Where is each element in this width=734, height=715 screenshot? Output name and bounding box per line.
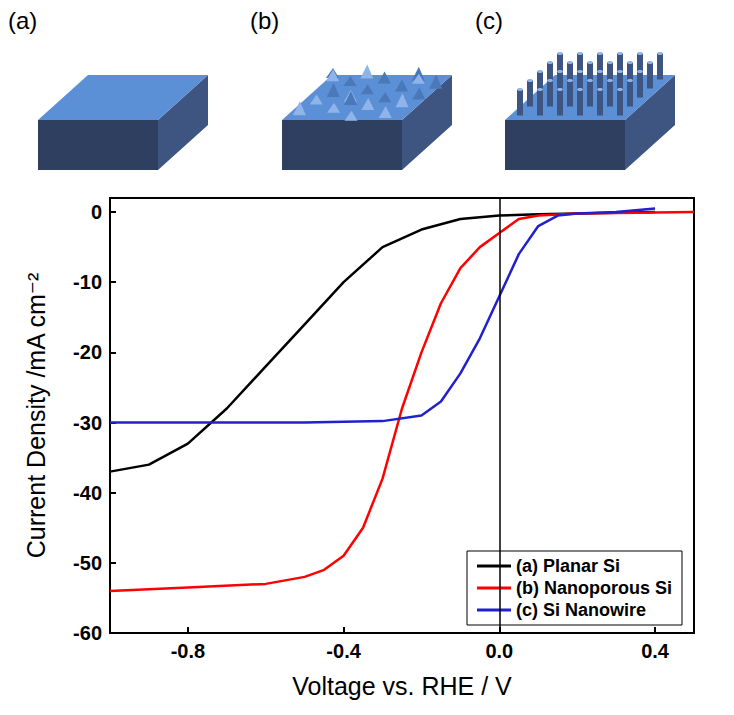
svg-text:-50: -50	[73, 552, 102, 574]
svg-text:-30: -30	[73, 412, 102, 434]
svg-text:(a) Planar Si: (a) Planar Si	[516, 556, 620, 576]
svg-text:Current Density /mA cm⁻²: Current Density /mA cm⁻²	[22, 273, 50, 558]
svg-text:-20: -20	[73, 341, 102, 363]
svg-text:0.4: 0.4	[641, 640, 670, 662]
svg-text:(c) Si Nanowire: (c) Si Nanowire	[516, 600, 646, 620]
svg-text:0: 0	[91, 201, 102, 223]
svg-text:0.0: 0.0	[485, 640, 513, 662]
svg-text:-60: -60	[73, 622, 102, 644]
svg-text:(b): (b)	[250, 7, 279, 34]
svg-text:-0.4: -0.4	[326, 640, 361, 662]
svg-text:-10: -10	[73, 271, 102, 293]
svg-text:-40: -40	[73, 482, 102, 504]
svg-text:(a): (a)	[8, 7, 37, 34]
svg-text:(c): (c)	[475, 7, 503, 34]
svg-text:-0.8: -0.8	[171, 640, 205, 662]
svg-text:(b) Nanoporous Si: (b) Nanoporous Si	[516, 578, 672, 598]
svg-text:Voltage vs. RHE / V: Voltage vs. RHE / V	[292, 672, 512, 700]
